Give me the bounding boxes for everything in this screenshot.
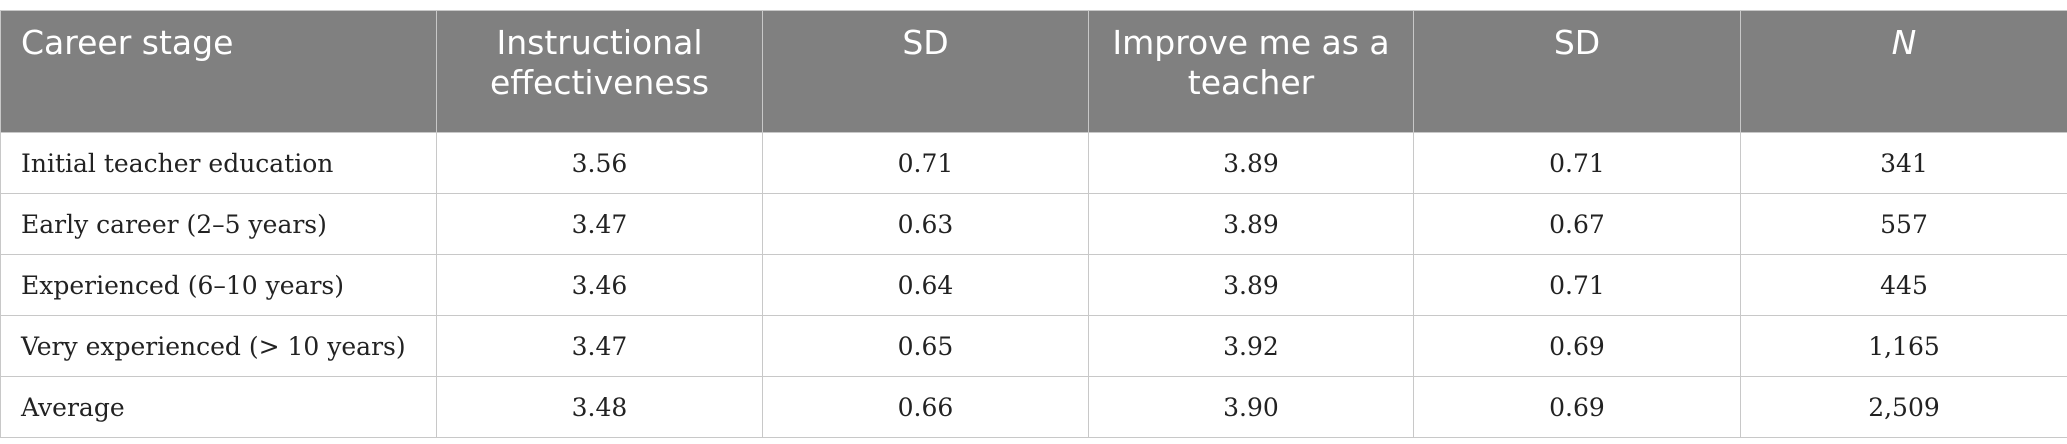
header-cell: Instructional effectiveness: [436, 10, 763, 133]
header-row: Career stage Instructional effectiveness S…: [0, 10, 2067, 133]
table-row: Initial teacher education 3.56 0.71 3.89 0.7…: [0, 132, 2067, 194]
header-cell: N: [1740, 10, 2067, 133]
header-cell: Career stage: [0, 10, 437, 133]
data-table: Career stage Instructional effectiveness S…: [0, 10, 2067, 438]
table-row: Very experienced (> 10 years) 3.47 0.65 3.9…: [0, 315, 2067, 377]
table-body: Initial teacher education 3.56 0.71 3.89 0.7…: [0, 132, 2067, 438]
cell: 0.63: [762, 193, 1089, 255]
cell: 445: [1740, 254, 2067, 316]
cell: 0.69: [1413, 376, 1741, 438]
cell: 0.71: [1413, 254, 1741, 316]
cell: 3.89: [1088, 254, 1414, 316]
cell: 3.48: [436, 376, 763, 438]
cell: 3.47: [436, 193, 763, 255]
cell: 0.67: [1413, 193, 1741, 255]
header-cell: Improve me as a teacher: [1088, 10, 1414, 133]
cell: 0.69: [1413, 315, 1741, 377]
cell: 3.46: [436, 254, 763, 316]
cell: 341: [1740, 132, 2067, 194]
cell: 3.89: [1088, 193, 1414, 255]
cell: 3.90: [1088, 376, 1414, 438]
row-label: Very experienced (> 10 years): [0, 315, 437, 377]
header-cell: SD: [762, 10, 1089, 133]
row-label: Early career (2–5 years): [0, 193, 437, 255]
header-cell: SD: [1413, 10, 1741, 133]
cell: 0.65: [762, 315, 1089, 377]
cell: 2,509: [1740, 376, 2067, 438]
table-row: Average 3.48 0.66 3.90 0.69 2,509: [0, 376, 2067, 438]
cell: 0.64: [762, 254, 1089, 316]
cell: 0.71: [1413, 132, 1741, 194]
cell: 3.89: [1088, 132, 1414, 194]
cell: 3.92: [1088, 315, 1414, 377]
row-label: Experienced (6–10 years): [0, 254, 437, 316]
row-label: Initial teacher education: [0, 132, 437, 194]
row-label: Average: [0, 376, 437, 438]
table-row: Early career (2–5 years) 3.47 0.63 3.89 0.67…: [0, 193, 2067, 255]
table-row: Experienced (6–10 years) 3.46 0.64 3.89 0.71…: [0, 254, 2067, 316]
cell: 3.47: [436, 315, 763, 377]
cell: 557: [1740, 193, 2067, 255]
cell: 1,165: [1740, 315, 2067, 377]
cell: 0.66: [762, 376, 1089, 438]
cell: 0.71: [762, 132, 1089, 194]
cell: 3.56: [436, 132, 763, 194]
